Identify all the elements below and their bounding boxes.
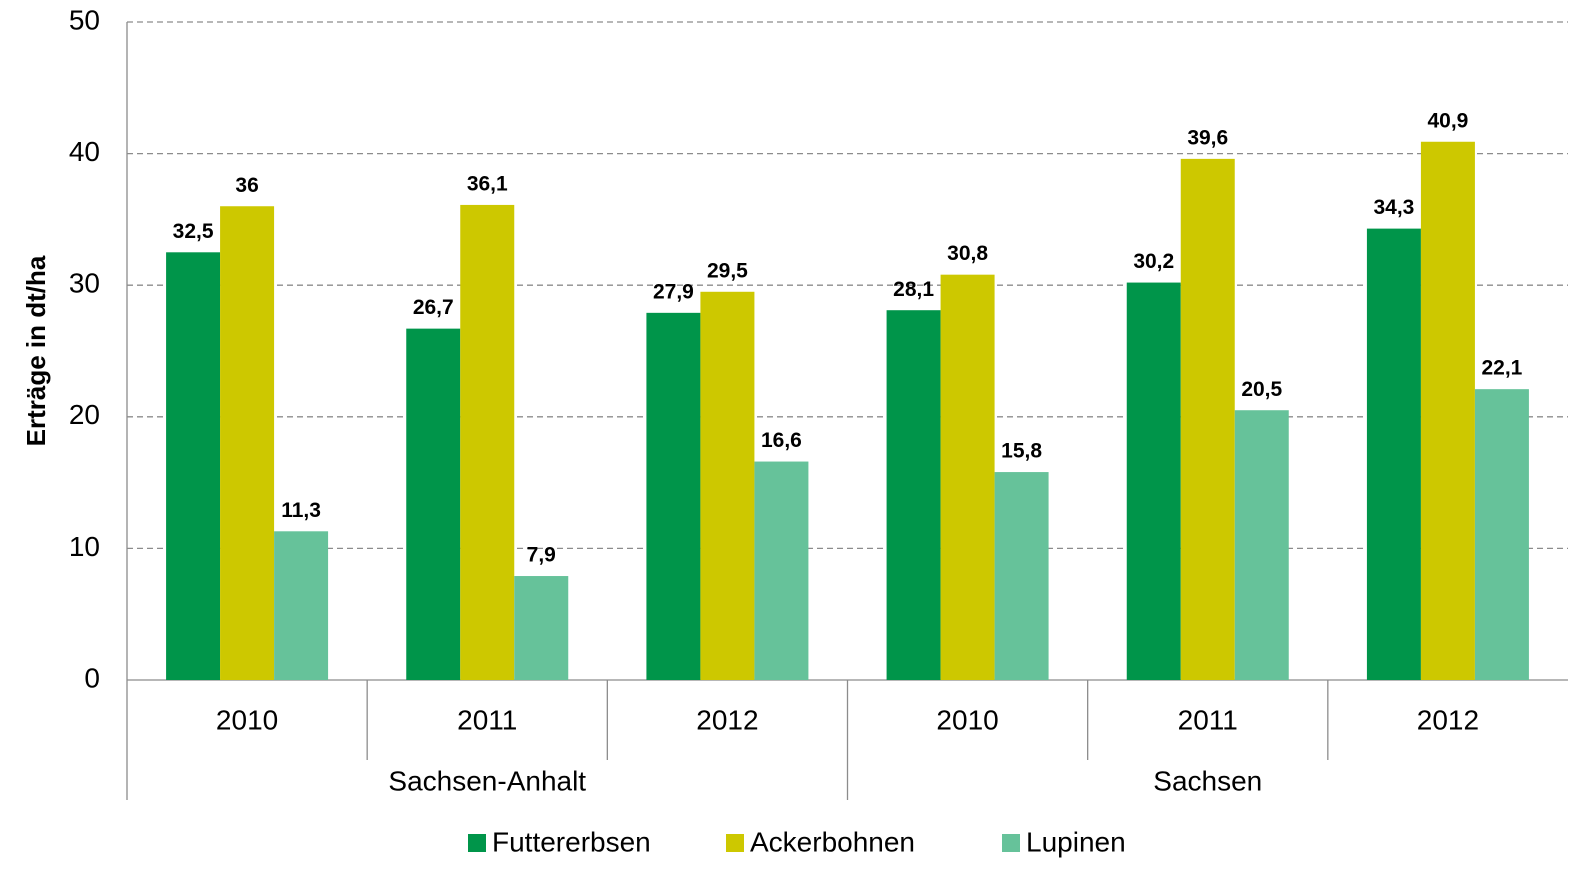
- bar: [700, 291, 755, 680]
- legend-swatch: [468, 834, 486, 852]
- bar: [406, 328, 461, 680]
- bar: [940, 274, 995, 680]
- bar: [220, 206, 275, 681]
- value-label: 29,5: [707, 259, 748, 282]
- bar: [1180, 158, 1235, 680]
- x-tick-label: 2011: [457, 704, 517, 735]
- bar: [166, 252, 221, 681]
- value-label: 26,7: [413, 296, 454, 319]
- x-tick-label: 2012: [1417, 704, 1479, 735]
- value-label: 7,9: [527, 544, 556, 567]
- bar: [994, 472, 1049, 680]
- value-label: 22,1: [1481, 357, 1522, 380]
- bar: [886, 310, 941, 680]
- y-tick-label: 50: [69, 4, 100, 35]
- bar: [646, 312, 701, 680]
- value-label: 30,2: [1133, 250, 1174, 273]
- legend-swatch: [1002, 834, 1020, 852]
- x-tick-label: 2012: [696, 704, 758, 735]
- y-tick-label: 0: [84, 662, 100, 693]
- value-label: 11,3: [281, 499, 321, 522]
- legend-label: Futtererbsen: [492, 826, 651, 857]
- bar: [1366, 228, 1421, 680]
- x-tick-label: 2010: [216, 704, 278, 735]
- value-label: 36: [235, 174, 258, 197]
- bar: [1474, 389, 1529, 680]
- value-label: 39,6: [1187, 126, 1228, 149]
- x-tick-label: 2011: [1178, 704, 1238, 735]
- legend-label: Lupinen: [1026, 826, 1126, 857]
- y-tick-label: 20: [69, 399, 100, 430]
- bar: [514, 576, 569, 680]
- value-label: 30,8: [947, 242, 988, 265]
- value-label: 27,9: [653, 280, 694, 303]
- value-label: 34,3: [1373, 196, 1414, 219]
- value-label: 28,1: [893, 278, 934, 301]
- bar: [460, 204, 515, 680]
- value-label: 15,8: [1001, 440, 1042, 463]
- group-label: Sachsen-Anhalt: [388, 765, 586, 796]
- bar: [754, 461, 809, 680]
- y-tick-label: 40: [69, 136, 100, 167]
- bar: [1420, 141, 1475, 681]
- value-label: 32,5: [173, 220, 214, 243]
- value-label: 36,1: [467, 172, 508, 195]
- bar: [1126, 282, 1181, 680]
- bar: [274, 531, 329, 680]
- value-label: 40,9: [1427, 109, 1468, 132]
- value-label: 16,6: [761, 429, 802, 452]
- legend-label: Ackerbohnen: [750, 826, 915, 857]
- group-label: Sachsen: [1153, 765, 1262, 796]
- x-tick-label: 2010: [936, 704, 998, 735]
- legend-swatch: [726, 834, 744, 852]
- y-tick-label: 30: [69, 268, 100, 299]
- value-label: 20,5: [1241, 378, 1282, 401]
- y-axis-label: Erträge in dt/ha: [21, 255, 51, 446]
- bar: [1234, 410, 1289, 680]
- y-tick-label: 10: [69, 531, 100, 562]
